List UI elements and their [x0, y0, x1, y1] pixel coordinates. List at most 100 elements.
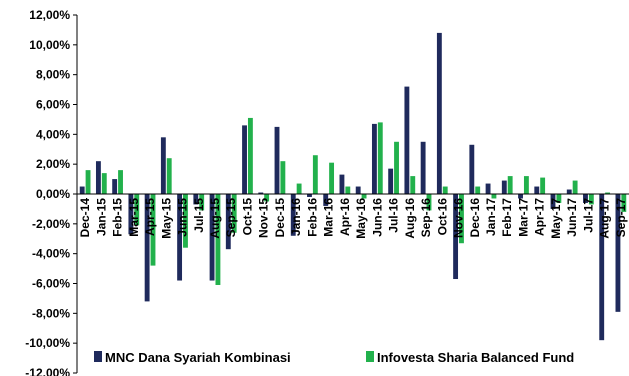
bar-mnc [112, 179, 118, 194]
bar-infovesta [134, 194, 140, 226]
bar-mnc [615, 194, 621, 312]
bar-mnc [144, 194, 150, 302]
x-tick-label: Mar-16 [322, 198, 336, 237]
bar-infovesta [377, 122, 383, 194]
x-tick-label: Aug-17 [598, 198, 612, 239]
bar-mnc [323, 194, 329, 206]
bar-mnc [95, 161, 101, 194]
y-tick-label: 8,00% [36, 68, 70, 82]
x-tick-label: Apr-16 [338, 198, 352, 236]
y-tick-label: -4,00% [32, 247, 70, 261]
y-tick-label: 0,00% [36, 187, 70, 201]
y-tick-label: -6,00% [32, 277, 70, 291]
x-tick-label: Jun-15 [176, 198, 190, 237]
bar-mnc [420, 141, 426, 194]
legend-label-mnc: MNC Dana Syariah Kombinasi [105, 350, 291, 365]
x-tick-label: Sep-16 [419, 198, 433, 238]
legend-swatch-infovesta [366, 351, 374, 362]
bar-infovesta [199, 194, 205, 211]
x-tick-label: Mar-17 [516, 198, 530, 237]
bar-mnc [242, 125, 247, 194]
bar-mnc [307, 194, 312, 197]
y-tick-label: -2,00% [32, 217, 70, 231]
legend: MNC Dana Syariah Kombinasi Infovesta Sha… [94, 350, 574, 365]
bar-infovesta [215, 194, 221, 285]
bar-infovesta [556, 194, 562, 203]
x-tick-label: Dec-15 [273, 198, 287, 238]
x-tick-label: Aug-15 [208, 198, 222, 239]
y-tick-label: 10,00% [29, 38, 70, 52]
bar-mnc [550, 194, 556, 209]
x-tick-label: Aug-16 [403, 198, 417, 239]
x-tick-label: Dec-16 [468, 198, 482, 238]
bar-infovesta [605, 192, 611, 194]
bar-infovesta [394, 141, 399, 194]
bar-infovesta [491, 194, 497, 199]
x-tick-label: Feb-15 [111, 198, 125, 237]
x-tick-label: Oct-16 [435, 198, 449, 236]
bar-mnc [128, 194, 134, 235]
bar-mnc [485, 183, 491, 194]
x-tick-label: Nov-15 [257, 198, 271, 238]
x-tick-label: Feb-16 [305, 198, 319, 237]
bar-mnc [225, 194, 231, 250]
bar-mnc [566, 189, 572, 194]
bar-infovesta [475, 186, 481, 194]
bar-infovesta [101, 173, 107, 194]
x-tick-label: Oct-15 [240, 198, 254, 236]
bar-mnc [501, 180, 507, 194]
bar-mnc [355, 186, 361, 194]
bar-mnc [79, 186, 85, 194]
x-tick-label: Feb-17 [500, 198, 514, 237]
bar-mnc [453, 194, 459, 280]
bar-infovesta [166, 158, 172, 194]
x-tick-label: Jul-17 [581, 198, 595, 233]
bar-infovesta [442, 186, 448, 194]
legend-swatch-mnc [94, 351, 102, 362]
bar-infovesta [280, 161, 286, 194]
y-tick-label: 2,00% [36, 157, 70, 171]
y-tick-label: -10,00% [25, 336, 70, 350]
bar-infovesta [426, 194, 432, 211]
x-tick-label: Sep-17 [614, 198, 628, 238]
x-axis: Dec-14 Jan-15 Feb-15 Mar-15 Apr-15 May-15 Jun-… [77, 193, 629, 239]
bar-infovesta [296, 183, 302, 194]
bar-infovesta [588, 194, 594, 205]
x-tick-label: Jan-17 [484, 198, 498, 236]
x-tick-label: Nov-16 [452, 198, 466, 238]
y-tick-label: 4,00% [36, 127, 70, 141]
bar-infovesta [621, 194, 627, 212]
x-tick-label: Jul-16 [387, 198, 401, 233]
bar-infovesta [523, 176, 529, 194]
bar-mnc [436, 32, 442, 195]
x-tick-label: Apr-17 [533, 198, 547, 236]
bar-mnc [177, 194, 183, 281]
x-tick-label: Jan-15 [94, 198, 108, 236]
bar-infovesta [540, 177, 546, 194]
bar-infovesta [247, 117, 253, 194]
x-tick-label: Sep-15 [224, 198, 238, 238]
bar-mnc [404, 86, 410, 194]
y-tick-label: -12,00% [25, 366, 70, 376]
y-tick-label: -8,00% [32, 306, 70, 320]
bar-mnc [258, 192, 264, 194]
legend-label-infovesta: Infovesta Sharia Balanced Fund [377, 350, 574, 365]
x-tick-label: Jun-17 [565, 198, 579, 237]
x-tick-label: Jul-15 [192, 198, 206, 233]
bar-mnc [160, 137, 166, 194]
bar-mnc [290, 194, 296, 236]
bar-mnc [274, 126, 280, 195]
bar-infovesta [183, 194, 188, 248]
bar-mnc [469, 144, 475, 194]
bar-infovesta [507, 176, 513, 194]
bar-infovesta [572, 180, 578, 194]
bar-infovesta [361, 194, 367, 199]
bar-mnc [599, 194, 605, 341]
bar-infovesta [410, 176, 416, 194]
x-tick-label: Mar-15 [127, 198, 141, 237]
bar-infovesta [459, 194, 464, 244]
x-tick-label: May-15 [159, 198, 173, 239]
x-tick-label: Jun-16 [370, 198, 384, 237]
bar-infovesta [231, 194, 237, 233]
